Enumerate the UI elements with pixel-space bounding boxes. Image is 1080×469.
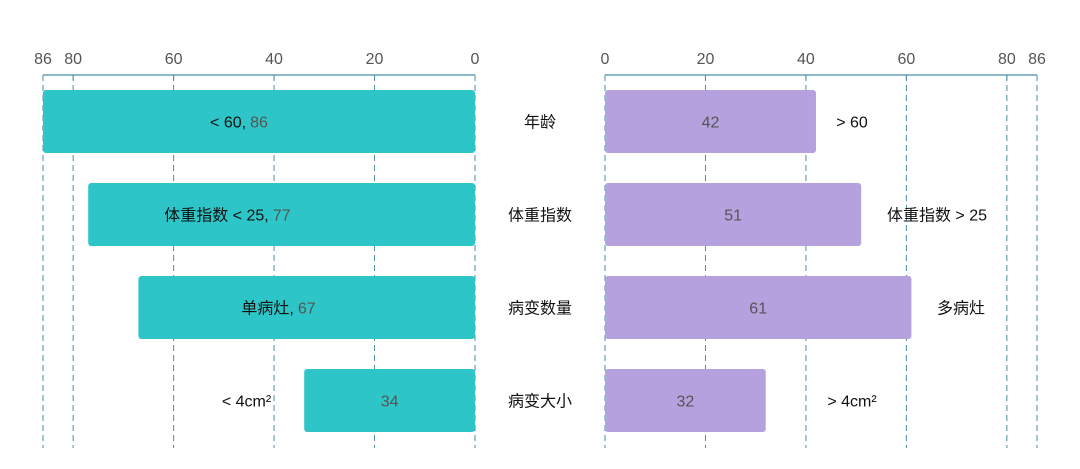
right-tick-label: 86 — [1028, 51, 1046, 68]
left-bar — [43, 90, 475, 153]
left-tick-label: 0 — [471, 51, 480, 68]
left-bar — [304, 369, 475, 432]
left-tick-label: 86 — [34, 51, 52, 68]
right-bar — [605, 90, 816, 153]
right-value-label: 61 — [749, 301, 767, 318]
bars — [43, 90, 912, 432]
right-bar — [605, 369, 766, 432]
right-bar — [605, 276, 912, 339]
left-tick-label: 80 — [64, 51, 82, 68]
left-bar-label: < 4cm² — [222, 394, 272, 411]
left-tick-label: 20 — [366, 51, 384, 68]
left-tick-label: 40 — [265, 51, 283, 68]
category-label: 年龄 — [524, 114, 556, 132]
left-bar-label-text: 单病灶 — [241, 300, 289, 318]
label-separator: , — [264, 208, 268, 225]
right-tick-label: 60 — [897, 51, 915, 68]
category-label: 体重指数 — [508, 207, 572, 225]
left-bar-label-text: 体重指数 < 25 — [164, 207, 264, 225]
left-tick-label: 60 — [165, 51, 183, 68]
left-value-label: 86 — [250, 115, 268, 132]
label-separator: , — [289, 301, 293, 318]
left-bar-label-text: < 60 — [210, 115, 242, 132]
right-value-label: 32 — [676, 394, 694, 411]
axes: 86 80 60 40 20 0 0 20 40 60 80 86 — [34, 51, 1046, 80]
right-tick-label: 0 — [601, 51, 610, 68]
left-bar — [138, 276, 475, 339]
right-value-label: 51 — [724, 208, 742, 225]
category-label: 病变大小 — [508, 393, 572, 411]
right-bar-label: 多病灶 — [937, 300, 985, 318]
right-value-label: 42 — [702, 115, 720, 132]
left-bar-label: < 60, — [210, 115, 246, 132]
left-bar-label: 体重指数 < 25, — [164, 207, 269, 225]
label-separator: , — [242, 115, 246, 132]
left-value-label: 77 — [273, 208, 291, 225]
category-label: 病变数量 — [508, 300, 572, 318]
left-bar-label: 单病灶, — [241, 300, 293, 318]
left-value-label: 34 — [381, 394, 399, 411]
right-bar-label: > 4cm² — [827, 394, 877, 411]
right-bar — [605, 183, 862, 246]
right-bar-label: > 60 — [836, 115, 868, 132]
left-bar — [88, 183, 476, 246]
right-tick-label: 40 — [797, 51, 815, 68]
right-tick-label: 20 — [697, 51, 715, 68]
right-bar-label: 体重指数 > 25 — [887, 207, 987, 225]
right-tick-label: 80 — [998, 51, 1016, 68]
left-value-label: 67 — [298, 301, 316, 318]
